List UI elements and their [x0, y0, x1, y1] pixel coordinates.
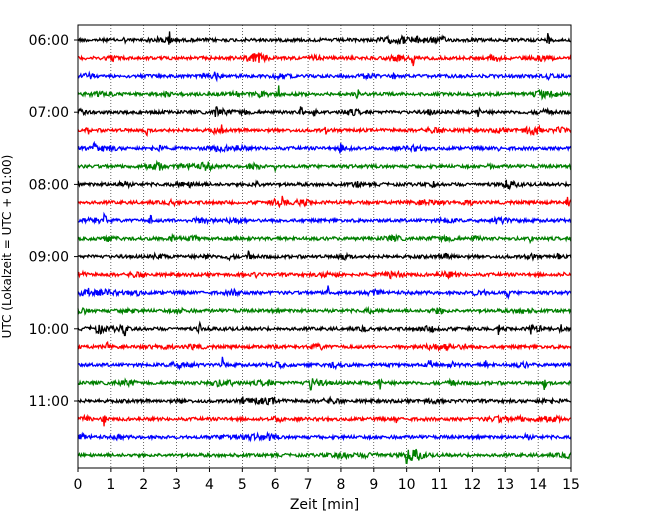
trace-line: [77, 285, 572, 300]
trace-line: [77, 211, 572, 226]
plot-frame: [77, 24, 572, 469]
x-tick-label: 15: [562, 477, 580, 493]
trace-line: [77, 140, 572, 154]
x-tick-label: 7: [304, 477, 313, 493]
y-tick-label: 08:00: [29, 177, 69, 193]
trace-line: [77, 195, 572, 209]
x-tick-label: 9: [369, 477, 378, 493]
x-tick-label: 10: [398, 477, 416, 493]
x-axis-ticks: 0 1 2 3 4 5 6 7 8 9 10 11 12 13 14 15: [74, 468, 580, 493]
trace-line: [77, 232, 572, 245]
x-tick-label: 0: [74, 477, 83, 493]
trace-line: [77, 31, 572, 46]
x-tick-label: 14: [529, 477, 547, 493]
trace-line: [77, 179, 572, 191]
trace-line: [77, 340, 572, 353]
trace-line: [77, 430, 572, 443]
x-tick-label: 6: [271, 477, 280, 493]
x-tick-label: 2: [139, 477, 148, 493]
x-tick-label: 3: [172, 477, 181, 493]
trace-line: [77, 269, 572, 280]
trace-lines: [77, 31, 572, 465]
x-tick-label: 11: [431, 477, 449, 493]
trace-line: [77, 356, 572, 371]
grid-lines: [110, 25, 539, 468]
trace-line: [77, 159, 572, 173]
x-tick-label: 5: [238, 477, 247, 493]
x-axis-label: Zeit [min]: [290, 497, 359, 513]
trace-line: [77, 377, 572, 391]
trace-line: [77, 105, 572, 118]
y-tick-label: 07:00: [29, 105, 69, 121]
trace-line: [77, 85, 572, 101]
y-tick-label: 06:00: [29, 33, 69, 49]
y-axis-label: UTC (Lokalzeit = UTC + 01:00): [0, 155, 14, 339]
x-tick-label: 1: [106, 477, 115, 493]
y-tick-label: 10:00: [29, 322, 69, 338]
trace-line: [77, 51, 572, 67]
y-tick-label: 09:00: [29, 250, 69, 266]
trace-line: [77, 70, 572, 83]
x-tick-label: 13: [496, 477, 514, 493]
x-tick-label: 8: [336, 477, 345, 493]
y-tick-label: 11:00: [29, 394, 69, 410]
trace-line: [77, 124, 572, 137]
trace-line: [77, 250, 572, 262]
trace-line: [77, 320, 572, 337]
trace-line: [77, 448, 572, 465]
trace-line: [77, 305, 572, 316]
x-tick-label: 12: [463, 477, 481, 493]
x-tick-label: 4: [205, 477, 214, 493]
trace-line: [77, 413, 572, 427]
y-axis-ticks: 06:00 07:00 08:00 09:00 10:00 11:00: [29, 33, 78, 410]
trace-line: [77, 395, 572, 406]
